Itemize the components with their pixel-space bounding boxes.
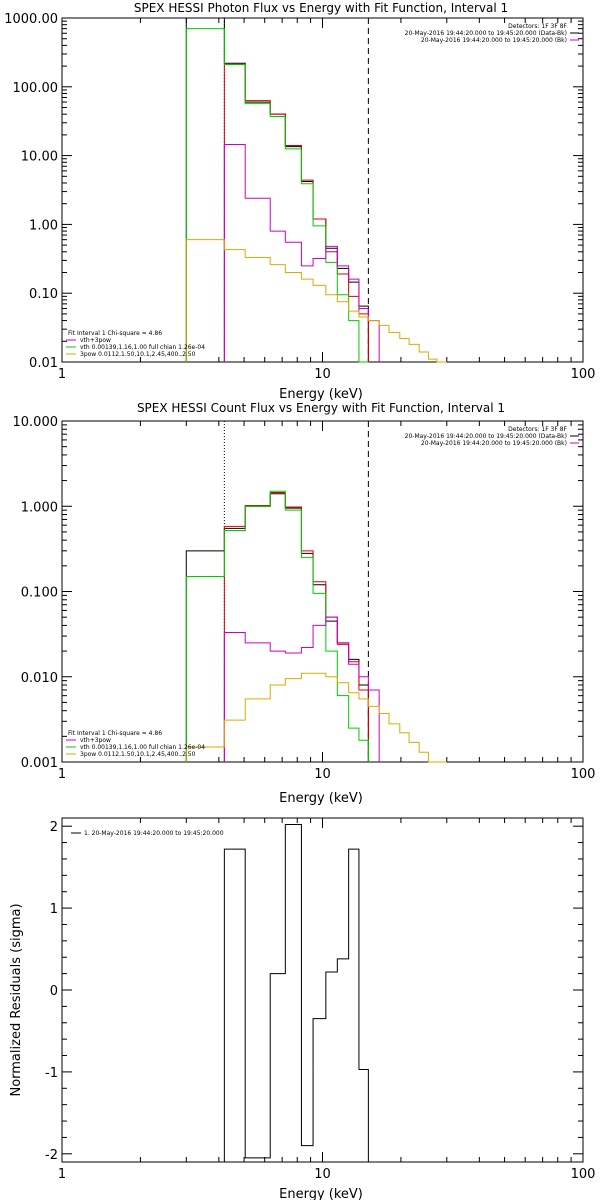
legend-top-right-entry: 20-May-2016 19:44:20.000 to 19:45:20.000… <box>421 440 567 447</box>
y-tick-label: 0.10 <box>29 287 58 302</box>
legend-top-right-entry: Detectors: 1F 3F 8F <box>508 23 567 30</box>
legend-bottom-left-entry: Fit Interval 1 Chi-square = 4.86 <box>68 330 162 337</box>
legend-bottom-left-entry: Fit Interval 1 Chi-square = 4.86 <box>68 730 162 737</box>
legend-top-right-entry: 20-May-2016 19:44:20.000 to 19:45:20.000… <box>421 37 567 44</box>
x-tick-label: 100 <box>571 367 596 382</box>
x-tick-label: 1 <box>58 767 66 782</box>
series-line-3 <box>223 143 380 362</box>
x-tick-label: 1 <box>58 1167 66 1182</box>
y-tick-label: 1 <box>50 902 58 917</box>
series-line-2 <box>185 490 369 762</box>
residuals-ylabel: Normalized Residuals (sigma) <box>9 903 24 1096</box>
count-flux-panel: SPEX HESSI Count Flux vs Energy with Fit… <box>13 401 596 806</box>
x-tick-label: 10 <box>314 1167 331 1182</box>
y-tick-label: 0.001 <box>21 756 58 771</box>
legend-top-left-entry: 1. 20-May-2016 19:44:20.000 to 19:45:20.… <box>84 830 224 837</box>
legend-bottom-left-entry: 3pow 0.0112,1.50,10.1,2.45,400.,2.50 <box>80 351 196 358</box>
plot-frame <box>61 17 584 363</box>
y-tick-label: -2 <box>45 1148 58 1163</box>
legend-bottom-left-entry: vth 0.00139,1.16,1.00 full chian 1.26e-0… <box>80 744 205 751</box>
x-tick-label: 100 <box>571 1167 596 1182</box>
y-tick-label: 1.000 <box>21 500 58 515</box>
y-tick-label: 0.01 <box>29 356 58 371</box>
residuals-xlabel: Energy (keV) <box>279 1187 363 1200</box>
legend-bottom-left-entry: vth+3pow <box>80 737 111 744</box>
y-tick-label: 2 <box>50 820 58 835</box>
series-line-4 <box>185 239 447 363</box>
photon-flux-marks: 1 10 100 0.01 0.10 1.00 10.00 100.00 1000.00 Dete… <box>4 12 595 382</box>
series-line-3 <box>223 616 380 762</box>
residuals-marks: 1 10 100 -2 -1 0 1 2 1. 20-May-2016 19:44:20.000… <box>45 817 596 1182</box>
y-tick-label: 0 <box>50 984 58 999</box>
plot-frame <box>61 420 584 763</box>
y-tick-label: 10.00 <box>21 150 58 165</box>
legend-top-right-entry: Detectors: 1F 3F 8F <box>508 426 567 433</box>
x-tick-label: 10 <box>314 367 331 382</box>
count-flux-title: SPEX HESSI Count Flux vs Energy with Fit… <box>137 401 505 415</box>
y-tick-label: 100.00 <box>13 81 59 96</box>
photon-flux-title: SPEX HESSI Photon Flux vs Energy with Fi… <box>134 1 508 15</box>
count-flux-marks: 1 10 100 0.001 0.010 0.100 1.000 10.000 Detector… <box>13 415 596 782</box>
residuals-panel: Energy (keV) Normalized Residuals (sigma… <box>9 817 596 1202</box>
photon-flux-panel: SPEX HESSI Photon Flux vs Energy with Fi… <box>4 1 595 402</box>
series-line-0 <box>223 824 369 1162</box>
series-line-1 <box>223 491 369 762</box>
x-tick-label: 100 <box>571 767 596 782</box>
series-line-1 <box>223 63 369 362</box>
series-line-2 <box>185 28 369 363</box>
legend-top-right-entry: 20-May-2016 19:44:20.000 to 19:45:20.000… <box>405 433 567 440</box>
count-flux-xlabel: Energy (keV) <box>279 791 363 806</box>
series-line-0 <box>185 17 369 362</box>
series-line-4 <box>185 672 447 763</box>
x-tick-label: 1 <box>58 367 66 382</box>
photon-flux-xlabel: Energy (keV) <box>279 387 363 402</box>
y-tick-label: 1.00 <box>29 218 58 233</box>
y-tick-label: 0.010 <box>21 671 58 686</box>
y-tick-label: 1000.00 <box>4 12 58 27</box>
legend-top-right-entry: 20-May-2016 19:44:20.000 to 19:45:20.000… <box>405 30 567 37</box>
plot-frame <box>61 817 584 1163</box>
legend-bottom-left-entry: vth+3pow <box>80 337 111 344</box>
x-tick-label: 10 <box>314 767 331 782</box>
legend-bottom-left-entry: 3pow 0.0112,1.50,10.1,2.45,400.,2.50 <box>80 751 196 758</box>
y-tick-label: 10.000 <box>13 415 59 430</box>
y-tick-label: -1 <box>45 1066 58 1081</box>
y-tick-label: 0.100 <box>21 586 58 601</box>
series-line-0 <box>185 493 369 762</box>
legend-bottom-left-entry: vth 0.00139,1.16,1.00 full chian 1.26e-0… <box>80 344 205 351</box>
